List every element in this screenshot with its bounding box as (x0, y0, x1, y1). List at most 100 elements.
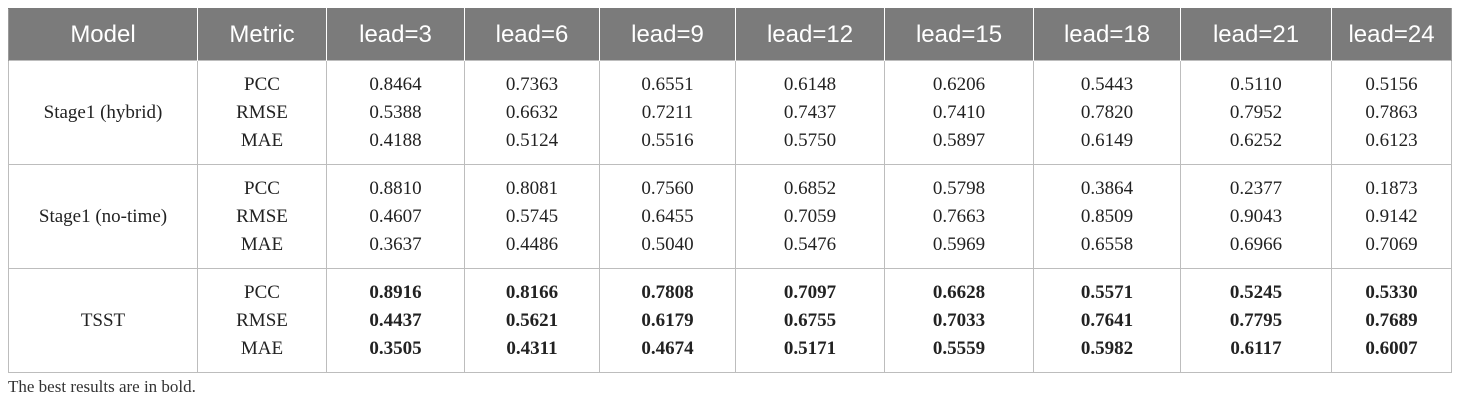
metric-value: 0.6852 (783, 177, 837, 199)
metric-value: 0.6551 (641, 73, 694, 95)
metric-value: 0.7410 (932, 101, 986, 123)
value-cell: 0.5156 0.7863 0.6123 (1331, 60, 1452, 165)
metric-value: 0.7033 (932, 309, 986, 331)
metric-value: 0.7689 (1365, 309, 1418, 331)
metric-value: 0.5443 (1080, 73, 1134, 95)
metric-value: 0.5969 (932, 233, 986, 255)
metric-label: PCC (244, 73, 280, 95)
metric-label: PCC (244, 281, 280, 303)
metric-value: 0.5897 (932, 129, 986, 151)
metric-value: 0.6179 (641, 309, 694, 331)
metric-value: 0.5559 (932, 337, 986, 359)
value-cell: 0.8916 0.4437 0.3505 (326, 268, 465, 373)
metric-value: 0.7097 (783, 281, 837, 303)
metric-value: 0.4607 (369, 205, 422, 227)
value-cell: 0.5571 0.7641 0.5982 (1033, 268, 1181, 373)
metric-value: 0.5040 (641, 233, 694, 255)
metric-value: 0.7363 (505, 73, 559, 95)
metric-value: 0.5516 (641, 129, 694, 151)
metric-value: 0.6455 (641, 205, 694, 227)
value-cell: 0.6628 0.7033 0.5559 (884, 268, 1034, 373)
value-cell: 0.7097 0.6755 0.5171 (735, 268, 885, 373)
value-cell: 0.5443 0.7820 0.6149 (1033, 60, 1181, 165)
value-cell: 0.7560 0.6455 0.5040 (599, 164, 736, 269)
metric-value: 0.3864 (1080, 177, 1134, 199)
header-lead-18: lead=18 (1033, 8, 1181, 61)
value-cell: 0.6206 0.7410 0.5897 (884, 60, 1034, 165)
metric-value: 0.7795 (1229, 309, 1283, 331)
value-cell: 0.7808 0.6179 0.4674 (599, 268, 736, 373)
header-lead-24: lead=24 (1331, 8, 1452, 61)
metric-value: 0.5124 (505, 129, 559, 151)
metric-value: 0.8810 (369, 177, 422, 199)
metric-value: 0.4311 (506, 337, 558, 359)
metric-value: 0.9142 (1365, 205, 1418, 227)
metric-value: 0.6755 (783, 309, 837, 331)
header-lead-6: lead=6 (464, 8, 600, 61)
metric-value: 0.5110 (1230, 73, 1282, 95)
table-footnote: The best results are in bold. (8, 377, 196, 396)
metric-value: 0.9043 (1229, 205, 1283, 227)
metric-value: 0.5621 (505, 309, 559, 331)
metric-value: 0.5330 (1365, 281, 1418, 303)
metric-value: 0.5245 (1229, 281, 1283, 303)
metric-value: 0.7820 (1080, 101, 1134, 123)
metric-value: 0.3505 (369, 337, 422, 359)
value-cell: 0.5110 0.7952 0.6252 (1180, 60, 1332, 165)
value-cell: 0.6852 0.7059 0.5476 (735, 164, 885, 269)
metric-value: 0.7560 (641, 177, 694, 199)
metric-value: 0.4437 (369, 309, 422, 331)
metric-value: 0.6117 (1230, 337, 1282, 359)
metric-value: 0.6252 (1229, 129, 1283, 151)
metric-names-cell: PCC RMSE MAE (197, 60, 327, 165)
metric-label: MAE (240, 233, 284, 255)
model-name-cell: Stage1 (no-time) (8, 164, 198, 269)
value-cell: 0.3864 0.8509 0.6558 (1033, 164, 1181, 269)
value-cell: 0.6551 0.7211 0.5516 (599, 60, 736, 165)
model-name-cell: Stage1 (hybrid) (8, 60, 198, 165)
value-cell: 0.8464 0.5388 0.4188 (326, 60, 465, 165)
value-cell: 0.8166 0.5621 0.4311 (464, 268, 600, 373)
value-cell: 0.5330 0.7689 0.6007 (1331, 268, 1452, 373)
header-row: Model Metric lead=3 lead=6 lead=9 lead=1… (8, 8, 1452, 61)
metric-label: MAE (240, 129, 284, 151)
results-table: Model Metric lead=3 lead=6 lead=9 lead=1… (8, 8, 1452, 373)
metric-value: 0.6558 (1080, 233, 1134, 255)
metric-value: 0.6966 (1229, 233, 1283, 255)
metric-value: 0.5388 (369, 101, 422, 123)
value-cell: 0.7363 0.6632 0.5124 (464, 60, 600, 165)
value-cell: 0.5798 0.7663 0.5969 (884, 164, 1034, 269)
metric-value: 0.5750 (783, 129, 837, 151)
header-lead-15: lead=15 (884, 8, 1034, 61)
metric-value: 0.7952 (1229, 101, 1283, 123)
value-cell: 0.6148 0.7437 0.5750 (735, 60, 885, 165)
metric-value: 0.7863 (1365, 101, 1418, 123)
header-model: Model (8, 8, 198, 61)
metric-label: PCC (244, 177, 280, 199)
results-table-container: Model Metric lead=3 lead=6 lead=9 lead=1… (8, 8, 1452, 373)
metric-value: 0.3637 (369, 233, 422, 255)
header-lead-12: lead=12 (735, 8, 885, 61)
metric-value: 0.5798 (932, 177, 986, 199)
metric-value: 0.4674 (641, 337, 694, 359)
metric-names-cell: PCC RMSE MAE (197, 164, 327, 269)
value-cell: 0.5245 0.7795 0.6117 (1180, 268, 1332, 373)
metric-value: 0.6007 (1365, 337, 1418, 359)
metric-value: 0.6148 (783, 73, 837, 95)
value-cell: 0.2377 0.9043 0.6966 (1180, 164, 1332, 269)
metric-value: 0.8166 (505, 281, 559, 303)
metric-value: 0.7437 (783, 101, 837, 123)
metric-value: 0.5476 (783, 233, 837, 255)
metric-value: 0.7059 (783, 205, 837, 227)
metric-value: 0.7069 (1365, 233, 1418, 255)
metric-label: RMSE (236, 309, 288, 331)
metric-value: 0.6632 (505, 101, 559, 123)
metric-value: 0.6123 (1365, 129, 1418, 151)
metric-value: 0.8081 (505, 177, 559, 199)
header-lead-21: lead=21 (1180, 8, 1332, 61)
metric-value: 0.5745 (505, 205, 559, 227)
metric-value: 0.8464 (369, 73, 422, 95)
metric-label: RMSE (236, 101, 288, 123)
metric-value: 0.5171 (783, 337, 837, 359)
metric-value: 0.7663 (932, 205, 986, 227)
